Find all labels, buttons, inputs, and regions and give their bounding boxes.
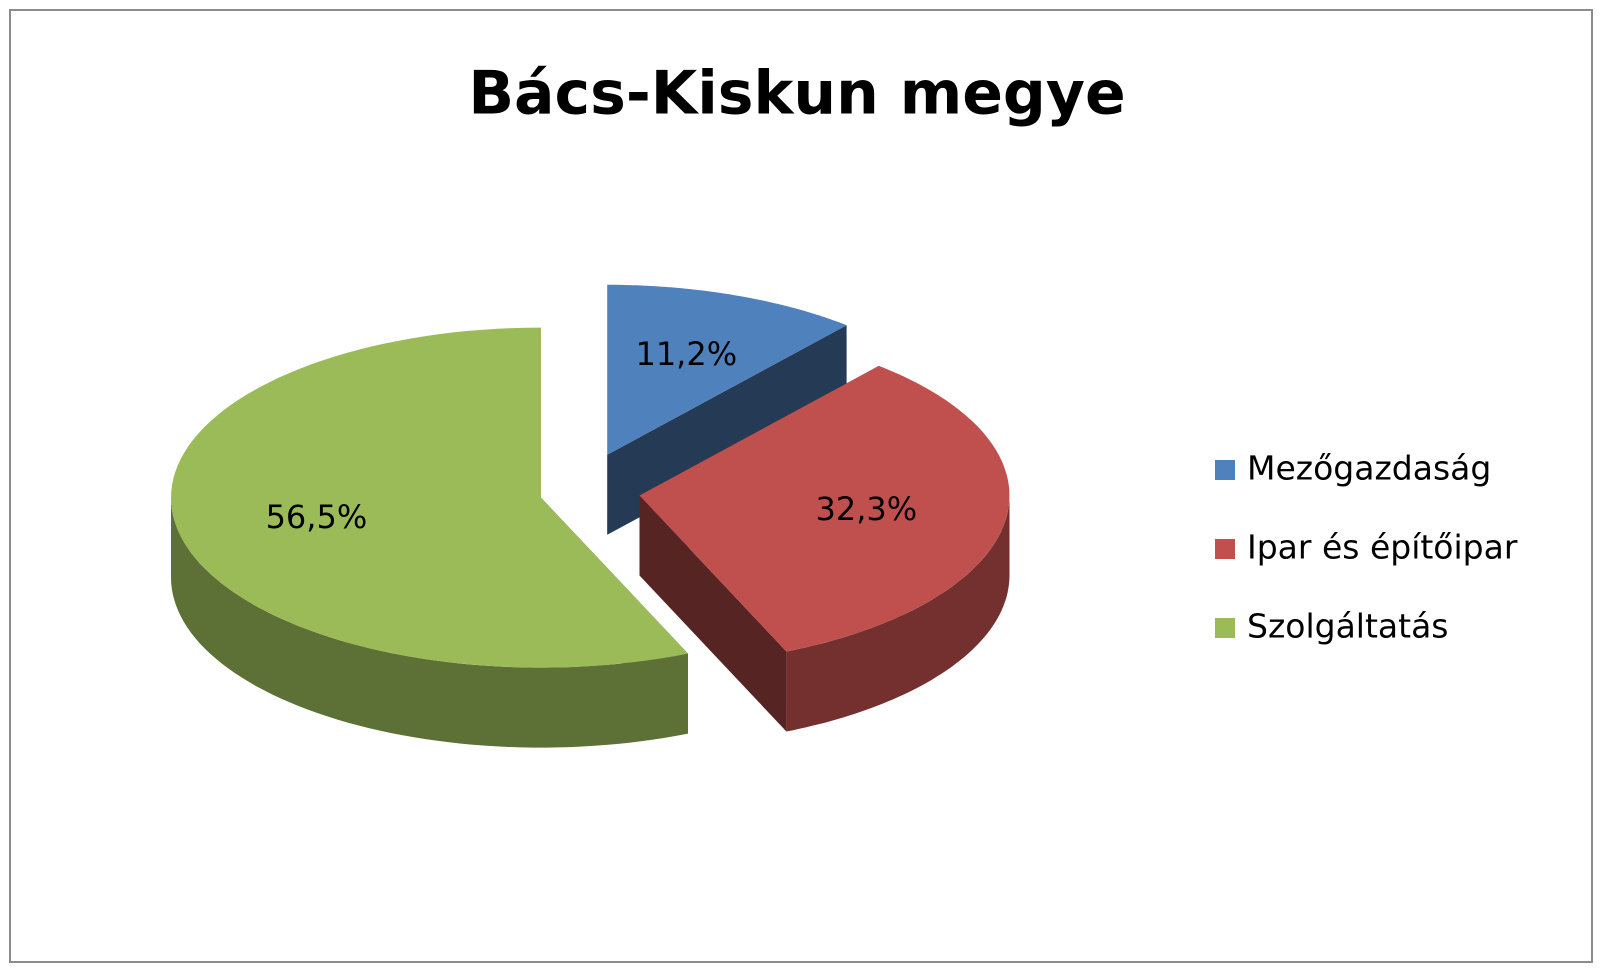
data-label: 32,3% bbox=[816, 490, 918, 528]
slice-side bbox=[639, 495, 787, 732]
legend-label: Mezőgazdaság bbox=[1247, 449, 1491, 488]
data-label: 56,5% bbox=[266, 498, 368, 536]
legend-swatch bbox=[1215, 460, 1235, 480]
legend-swatch bbox=[1215, 539, 1235, 559]
slice bbox=[171, 327, 688, 668]
chart-title: Bács-Kiskun megye bbox=[468, 59, 1125, 129]
slice bbox=[607, 284, 847, 455]
legend-label: Szolgáltatás bbox=[1247, 607, 1448, 646]
slice-wall bbox=[786, 495, 1010, 732]
slice-wall bbox=[171, 497, 688, 748]
legend-swatch bbox=[1215, 618, 1235, 638]
data-label: 11,2% bbox=[635, 335, 737, 373]
legend-label: Ipar és építőipar bbox=[1247, 528, 1518, 567]
slice bbox=[639, 365, 1010, 652]
